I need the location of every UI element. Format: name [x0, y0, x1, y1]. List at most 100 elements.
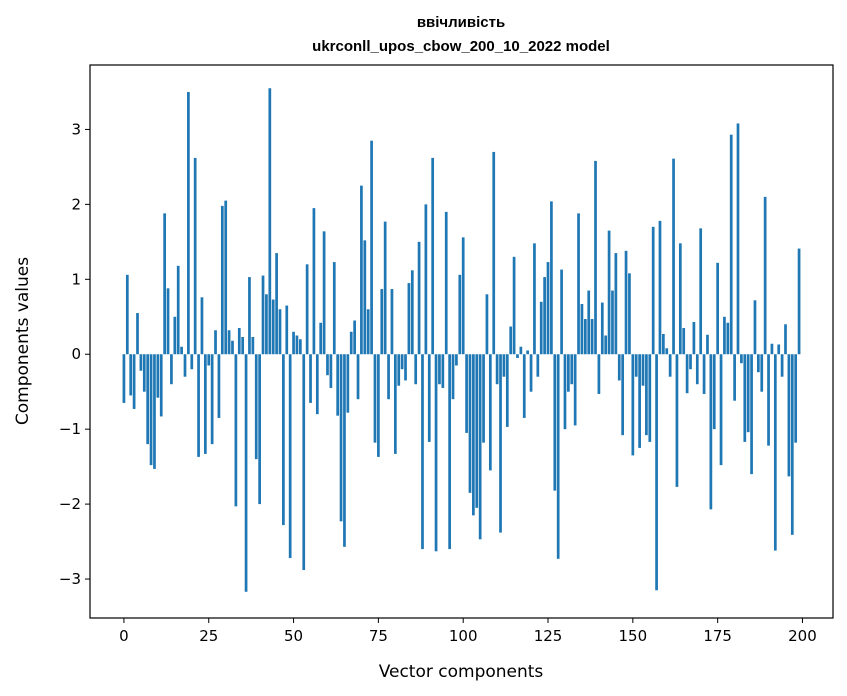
bar-121: [533, 243, 536, 355]
bar-100: [461, 237, 465, 355]
bar-20: [190, 354, 194, 370]
bar-93: [438, 354, 441, 385]
bar-170: [699, 228, 703, 355]
y-tick-label: 3: [71, 120, 81, 138]
bar-144: [611, 290, 614, 355]
bar-32: [231, 340, 234, 355]
bar-139: [594, 160, 597, 355]
bar-195: [784, 324, 787, 355]
bar-194: [780, 354, 784, 377]
bar-25: [207, 354, 211, 366]
bar-98: [455, 354, 458, 366]
y-tick-label: 2: [71, 195, 81, 213]
bar-18: [183, 354, 187, 377]
bar-11: [159, 354, 163, 417]
bar-185: [750, 354, 753, 475]
bar-16: [176, 265, 180, 355]
bar-129: [560, 269, 563, 355]
bar-160: [665, 348, 669, 355]
bar-10: [156, 354, 160, 398]
bar-1: [125, 274, 129, 355]
x-tick-label: 50: [284, 627, 303, 645]
bar-81: [397, 354, 401, 386]
bar-148: [624, 250, 628, 355]
bar-104: [475, 354, 479, 508]
bar-5: [139, 354, 143, 371]
bar-101: [465, 354, 468, 433]
bar-43: [268, 88, 272, 355]
bar-115: [512, 256, 516, 355]
bar-119: [526, 350, 530, 355]
bar-42: [265, 294, 268, 355]
bar-68: [353, 320, 356, 355]
bar-155: [648, 354, 652, 442]
y-tick-label: 0: [71, 345, 81, 363]
bar-84: [407, 283, 411, 355]
bar-47: [282, 354, 285, 526]
y-tick-label: −3: [59, 570, 81, 588]
x-tick-label: 200: [788, 627, 817, 645]
chart-title: ввічливість: [417, 14, 505, 31]
bar-188: [760, 354, 764, 392]
bar-31: [227, 330, 231, 355]
bar-133: [573, 354, 577, 426]
bar-173: [709, 354, 713, 510]
bar-82: [400, 354, 404, 370]
bar-164: [678, 243, 682, 355]
bar-61: [329, 354, 333, 388]
bar-183: [743, 354, 747, 442]
bar-65: [343, 354, 346, 547]
bar-158: [658, 220, 662, 355]
x-tick-label: 25: [199, 627, 218, 645]
bar-78: [387, 354, 390, 400]
bar-108: [488, 354, 492, 471]
bar-128: [556, 354, 560, 559]
bar-125: [546, 262, 550, 355]
bar-83: [404, 354, 407, 381]
bar-134: [577, 213, 580, 355]
bar-6: [142, 354, 146, 392]
bar-series: [122, 88, 801, 592]
bar-163: [675, 354, 679, 487]
bar-88: [421, 354, 424, 550]
bar-178: [726, 322, 730, 355]
bar-21: [193, 157, 197, 355]
bar-48: [285, 305, 289, 355]
bar-126: [550, 201, 553, 355]
bar-165: [682, 328, 686, 355]
bar-176: [719, 354, 723, 466]
bar-175: [716, 262, 720, 355]
bar-103: [472, 354, 475, 516]
bar-181: [736, 123, 740, 355]
bar-66: [346, 354, 350, 413]
bar-152: [638, 354, 641, 448]
bar-33: [234, 354, 238, 507]
bar-45: [275, 253, 278, 355]
bar-39: [254, 354, 258, 460]
bar-12: [163, 213, 166, 355]
bar-169: [695, 354, 699, 385]
bar-73: [370, 140, 373, 355]
bar-40: [258, 354, 261, 505]
bar-138: [590, 319, 594, 355]
bar-179: [729, 134, 733, 355]
x-tick-label: 150: [619, 627, 648, 645]
bar-77: [383, 221, 387, 355]
bar-79: [390, 289, 394, 355]
bar-75: [377, 354, 380, 457]
bar-131: [567, 354, 570, 392]
bar-67: [349, 331, 353, 355]
bar-110: [495, 354, 499, 385]
bar-102: [468, 354, 472, 493]
bar-193: [777, 344, 781, 355]
bar-87: [417, 241, 421, 355]
bar-187: [757, 354, 760, 373]
bar-124: [543, 277, 546, 355]
bar-8: [149, 354, 153, 466]
bar-150: [631, 354, 635, 456]
bar-2: [129, 354, 133, 396]
x-tick-label: 100: [449, 627, 478, 645]
bar-106: [482, 354, 485, 443]
bar-92: [434, 354, 438, 552]
